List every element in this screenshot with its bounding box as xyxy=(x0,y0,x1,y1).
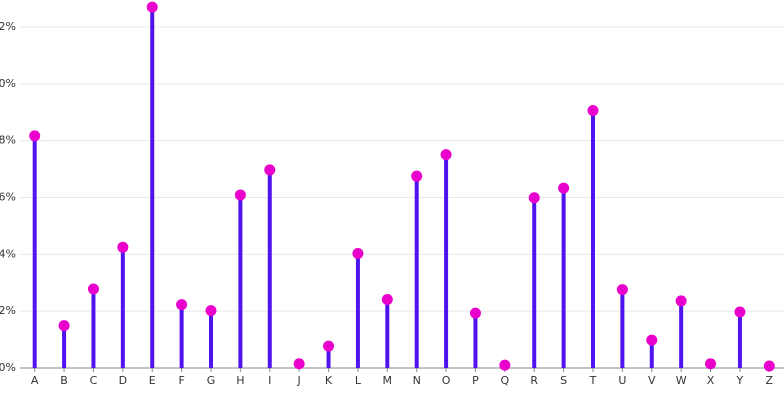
x-tick-label: L xyxy=(355,374,362,387)
x-tick-label: C xyxy=(90,374,98,387)
marker xyxy=(646,334,658,346)
x-tick-label: H xyxy=(236,374,244,387)
x-tick-label: N xyxy=(413,374,421,387)
x-tick-label: I xyxy=(268,374,271,387)
marker xyxy=(87,283,99,295)
marker xyxy=(176,299,188,311)
marker xyxy=(469,307,481,319)
x-tick-label: W xyxy=(676,374,687,387)
marker xyxy=(440,149,452,161)
y-tick-label: 6% xyxy=(0,190,16,203)
x-tick-label: Q xyxy=(501,374,510,387)
marker xyxy=(352,247,364,259)
marker xyxy=(29,130,41,142)
y-tick-label: 8% xyxy=(0,134,16,147)
x-tick-label: G xyxy=(207,374,216,387)
x-tick-label: T xyxy=(589,374,597,387)
marker xyxy=(264,164,276,176)
x-tick-label: U xyxy=(618,374,626,387)
marker xyxy=(587,105,599,117)
marker xyxy=(205,305,217,317)
y-tick-label: 4% xyxy=(0,247,16,260)
x-tick-label: X xyxy=(707,374,715,387)
x-tick-label: K xyxy=(325,374,333,387)
marker xyxy=(528,192,540,204)
x-tick-label: D xyxy=(119,374,127,387)
marker xyxy=(558,182,570,194)
x-tick-label: J xyxy=(297,374,301,387)
marker xyxy=(146,1,158,13)
x-tick-label: S xyxy=(560,374,567,387)
x-tick-label: R xyxy=(530,374,538,387)
marker xyxy=(381,294,393,306)
x-tick-label: B xyxy=(60,374,68,387)
x-tick-label: Y xyxy=(736,374,744,387)
x-tick-label: A xyxy=(31,374,39,387)
x-tick-label: M xyxy=(383,374,393,387)
x-tick-label: V xyxy=(648,374,656,387)
y-tick-label: 0% xyxy=(0,361,16,374)
marker xyxy=(675,295,687,307)
marker xyxy=(293,358,305,370)
marker xyxy=(705,358,717,370)
x-tick-label: E xyxy=(149,374,156,387)
y-tick-label: 2% xyxy=(0,304,16,317)
x-tick-label: P xyxy=(472,374,479,387)
x-tick-label: Z xyxy=(766,374,774,387)
marker xyxy=(763,360,775,372)
y-tick-label: 10% xyxy=(0,77,16,90)
y-tick-label: 12% xyxy=(0,20,16,33)
marker xyxy=(117,241,129,253)
x-tick-label: O xyxy=(442,374,451,387)
marker xyxy=(58,320,70,332)
marker xyxy=(234,189,246,201)
marker xyxy=(499,359,511,371)
marker xyxy=(411,170,423,182)
marker xyxy=(734,306,746,318)
x-tick-label: F xyxy=(178,374,184,387)
marker xyxy=(616,284,628,296)
marker xyxy=(323,340,335,352)
